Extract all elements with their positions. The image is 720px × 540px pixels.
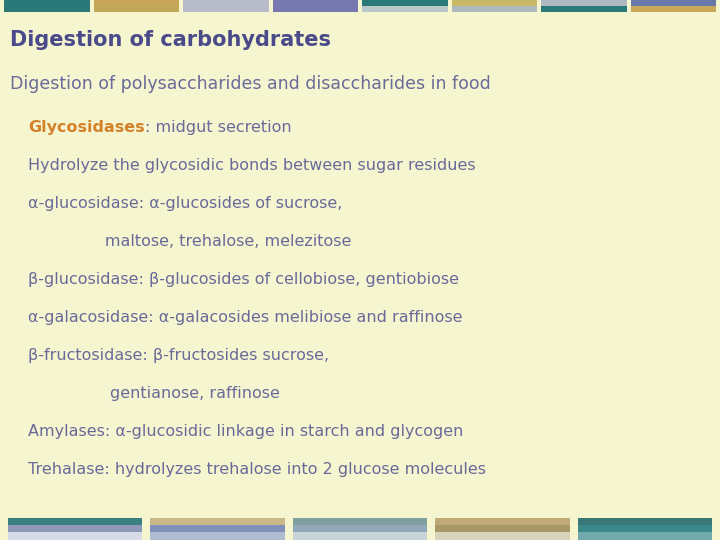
Text: Glycosidases: Glycosidases [28, 120, 145, 135]
Text: Trehalase: hydrolyzes trehalose into 2 glucose molecules: Trehalase: hydrolyzes trehalose into 2 g… [28, 462, 486, 477]
Bar [631, 0, 716, 6]
Text: α-glucosidase: α-glucosides of sucrose,: α-glucosidase: α-glucosides of sucrose, [28, 196, 343, 211]
Bar [183, 6, 269, 12]
Text: Amylases: α-glucosidic linkage in starch and glycogen: Amylases: α-glucosidic linkage in starch… [28, 424, 464, 439]
Text: β-fructosidase: β-fructosides sucrose,: β-fructosidase: β-fructosides sucrose, [28, 348, 329, 363]
Text: gentianose, raffinose: gentianose, raffinose [28, 386, 280, 401]
Text: Hydrolyze the glycosidic bonds between sugar residues: Hydrolyze the glycosidic bonds between s… [28, 158, 476, 173]
Bar [577, 525, 712, 532]
Bar [435, 525, 570, 532]
Bar [451, 0, 537, 6]
Text: α-galacosidase: α-galacosides melibiose and raffinose: α-galacosidase: α-galacosides melibiose … [28, 310, 462, 325]
Bar [577, 518, 712, 525]
Bar [435, 518, 570, 525]
Bar [541, 6, 626, 12]
Text: : midgut secretion: : midgut secretion [145, 120, 292, 135]
Text: maltose, trehalose, melezitose: maltose, trehalose, melezitose [28, 234, 351, 249]
Bar [272, 6, 358, 12]
Bar [541, 0, 626, 6]
Bar [435, 532, 570, 540]
Bar [4, 0, 89, 6]
Bar [293, 525, 427, 532]
Bar [94, 0, 179, 6]
Bar [150, 518, 285, 525]
Bar [293, 532, 427, 540]
Text: Digestion of carbohydrates: Digestion of carbohydrates [10, 30, 331, 50]
Bar [8, 518, 143, 525]
Bar [293, 518, 427, 525]
Bar [150, 525, 285, 532]
Text: Digestion of polysaccharides and disaccharides in food: Digestion of polysaccharides and disacch… [10, 75, 491, 93]
Bar [272, 0, 358, 6]
Bar [8, 532, 143, 540]
Bar [631, 6, 716, 12]
Bar [451, 6, 537, 12]
Bar [362, 0, 448, 6]
Bar [577, 532, 712, 540]
Bar [94, 6, 179, 12]
Text: β-glucosidase: β-glucosides of cellobiose, gentiobiose: β-glucosidase: β-glucosides of cellobios… [28, 272, 459, 287]
Bar [362, 6, 448, 12]
Bar [4, 6, 89, 12]
Bar [8, 525, 143, 532]
Bar [183, 0, 269, 6]
Bar [150, 532, 285, 540]
